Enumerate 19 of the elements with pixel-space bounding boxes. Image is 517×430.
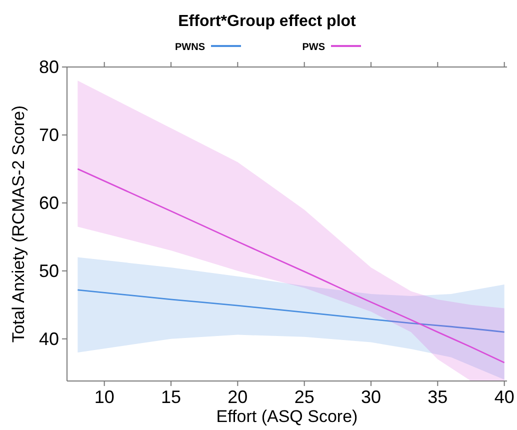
x-tick-label: 25 [294, 387, 314, 407]
x-tick-label: 40 [494, 387, 514, 407]
y-tick-label: 50 [38, 260, 59, 281]
x-tick-label: 20 [228, 387, 248, 407]
legend-label: PWNS [175, 42, 206, 53]
x-axis-title: Effort (ASQ Score) [216, 407, 358, 426]
y-axis-title: Total Anxiety (RCMAS-2 Score) [9, 105, 28, 343]
line-series [76, 289, 506, 333]
y-tick-label: 80 [38, 57, 59, 77]
x-tick-label: 35 [428, 387, 448, 407]
y-tick-label: 60 [38, 192, 59, 213]
x-tick-label: 10 [94, 387, 114, 407]
chart-title: Effort*Group effect plot [178, 13, 357, 30]
y-tick-label: 40 [38, 328, 59, 349]
line-series [76, 168, 506, 364]
x-tick-label: 30 [360, 387, 382, 407]
y-tick-label: 70 [38, 124, 59, 145]
legend-label: PWS [302, 42, 326, 53]
x-tick-label: 15 [160, 387, 182, 407]
